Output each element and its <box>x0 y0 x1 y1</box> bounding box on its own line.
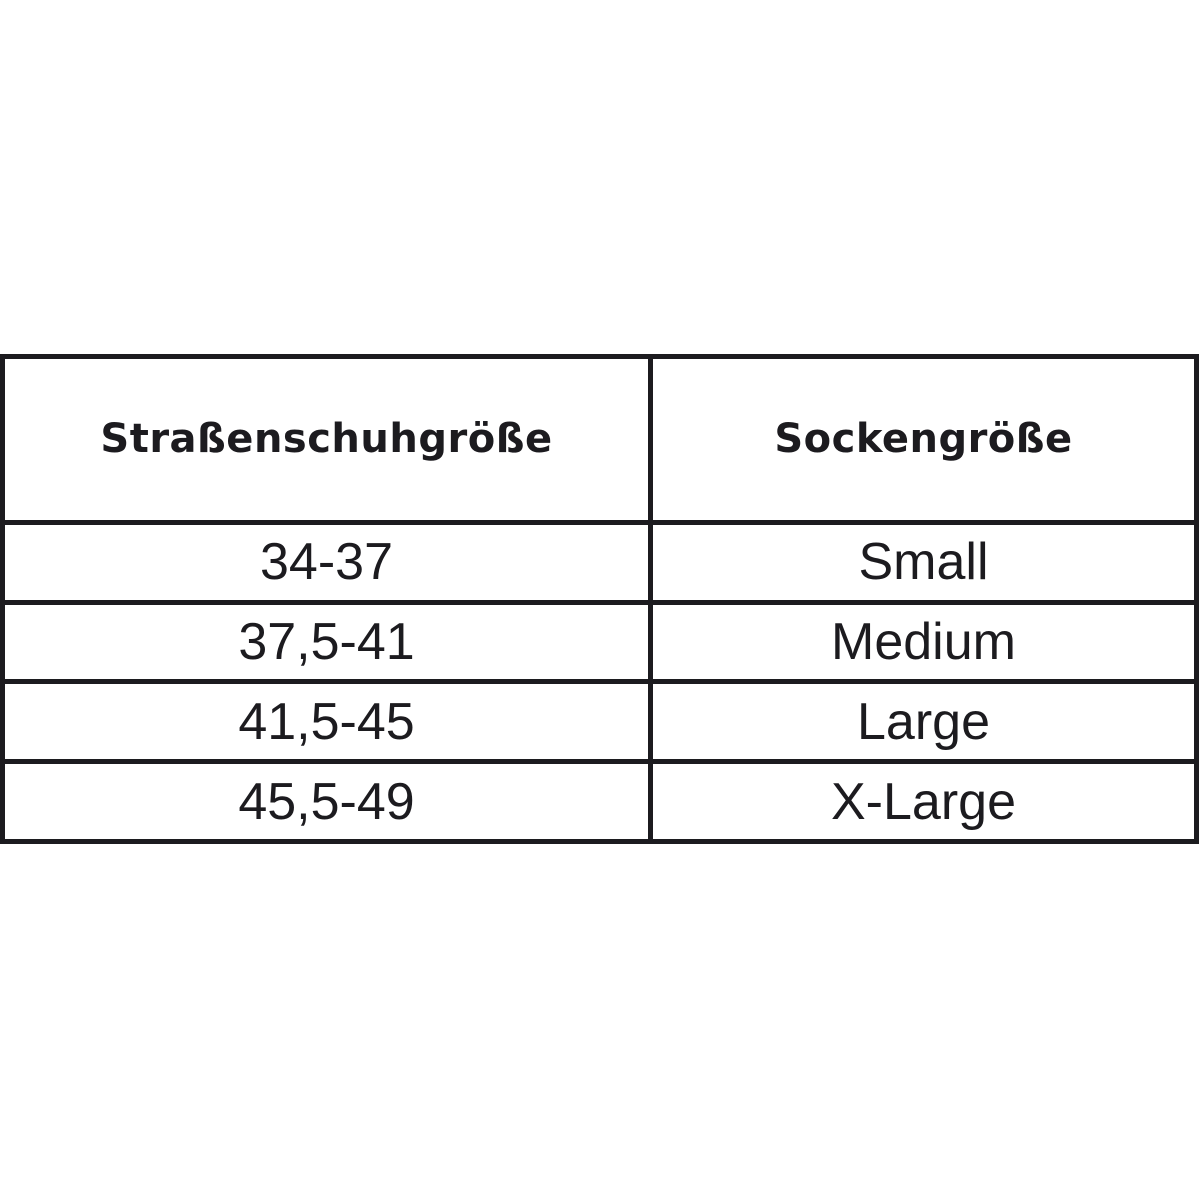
shoe-size-cell: 45,5-49 <box>0 759 653 844</box>
table-row: 41,5-45 Large <box>0 679 1199 765</box>
table-row: 34-37 Small <box>0 519 1199 605</box>
sock-size-cell: Small <box>648 519 1199 605</box>
shoe-size-cell: 41,5-45 <box>0 679 653 765</box>
header-shoe-size: Straßenschuhgröße <box>0 354 653 525</box>
size-chart-table: Straßenschuhgröße Sockengröße 34-37 Smal… <box>0 354 1199 844</box>
header-sock-size: Sockengröße <box>648 354 1199 525</box>
sock-size-cell: Large <box>648 679 1199 765</box>
header-row: Straßenschuhgröße Sockengröße <box>0 354 1199 525</box>
table-row: 37,5-41 Medium <box>0 599 1199 685</box>
shoe-size-cell: 34-37 <box>0 519 653 605</box>
sock-size-cell: X-Large <box>648 759 1199 844</box>
shoe-size-cell: 37,5-41 <box>0 599 653 685</box>
sock-size-cell: Medium <box>648 599 1199 685</box>
table-row: 45,5-49 X-Large <box>0 759 1199 844</box>
